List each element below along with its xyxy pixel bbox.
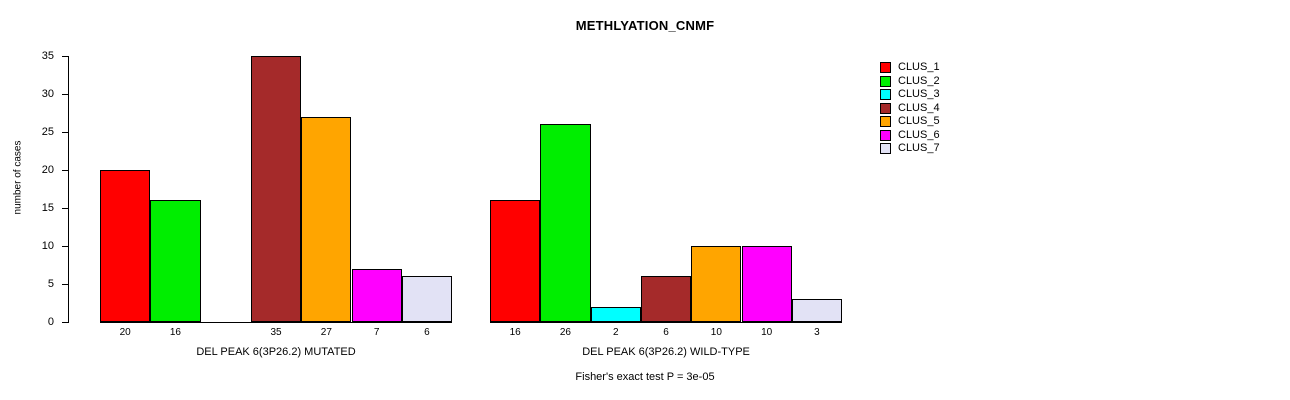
y-axis-tick xyxy=(62,170,68,171)
legend-color-swatch xyxy=(880,143,891,154)
y-axis-tick xyxy=(62,208,68,209)
legend-color-swatch xyxy=(880,62,891,73)
y-axis-tick-label: 30 xyxy=(41,88,54,100)
y-axis-tick xyxy=(62,56,68,57)
legend-item-label: CLUS_2 xyxy=(898,74,940,87)
legend-item-label: CLUS_6 xyxy=(898,128,940,141)
bar-value-label: 16 xyxy=(169,327,181,338)
y-axis-tick xyxy=(62,246,68,247)
bar-value-label: 10 xyxy=(761,327,773,338)
bar-value-label: 7 xyxy=(373,327,380,338)
bar[interactable] xyxy=(540,124,591,322)
y-axis-tick xyxy=(62,94,68,95)
bar[interactable] xyxy=(741,246,792,322)
bar-group: 20 16 35 27 7 6 DEL PEAK 6(3P26.2) MUTATED xyxy=(100,56,453,358)
legend-color-swatch xyxy=(880,102,891,114)
bar-value-label: 16 xyxy=(509,327,521,338)
legend-color-swatch xyxy=(880,116,891,127)
y-axis-title: number of cases xyxy=(12,140,24,215)
y-axis-tick xyxy=(62,132,68,133)
chart-title: METHLYATION_CNMF xyxy=(575,18,715,33)
y-axis-tick-label: 20 xyxy=(41,164,54,176)
group-baseline xyxy=(100,322,453,323)
legend-item-label: CLUS_4 xyxy=(898,101,940,114)
statistics-annotation: Fisher's exact test P = 3e-05 xyxy=(575,371,715,383)
bar[interactable] xyxy=(590,306,641,322)
legend-item-label: CLUS_1 xyxy=(898,61,940,73)
legend-color-swatch xyxy=(880,129,891,141)
bar-group-bars xyxy=(490,56,843,322)
y-axis-tick-label: 35 xyxy=(41,50,54,62)
bar-value-label: 6 xyxy=(663,327,669,338)
y-axis-tick-label: 0 xyxy=(47,316,54,328)
legend-color-swatch xyxy=(880,89,891,100)
group-axis-label: DEL PEAK 6(3P26.2) MUTATED xyxy=(196,346,356,358)
bar[interactable] xyxy=(401,276,453,322)
bar[interactable] xyxy=(301,116,352,322)
legend-item-label: CLUS_7 xyxy=(898,142,940,154)
y-axis-line xyxy=(68,56,69,323)
bar-value-label: 6 xyxy=(424,327,430,338)
y-axis-tick xyxy=(62,284,68,285)
legend-item-label: CLUS_5 xyxy=(898,115,940,127)
bar-value-label: 3 xyxy=(814,327,820,338)
bar[interactable] xyxy=(150,200,201,322)
bar-value-label: 26 xyxy=(559,327,571,338)
bar-value-label: 35 xyxy=(270,327,282,338)
bar[interactable] xyxy=(490,200,541,322)
bar[interactable] xyxy=(351,268,402,322)
y-axis-tick-label: 15 xyxy=(41,202,54,214)
bar[interactable] xyxy=(640,276,692,322)
bar-group: 16 26 2 6 10 10 3 DEL PEAK 6(3P26.2) WILD-TYPE xyxy=(490,56,843,358)
bar-value-label: 27 xyxy=(320,327,332,338)
bar-group-bars xyxy=(100,56,453,322)
group-axis-label: DEL PEAK 6(3P26.2) WILD-TYPE xyxy=(582,346,750,358)
y-axis-tick xyxy=(62,322,68,323)
bar-value-label: 10 xyxy=(710,327,722,338)
y-axis-tick-label: 5 xyxy=(47,278,54,290)
bar[interactable] xyxy=(100,170,151,322)
legend-color-swatch xyxy=(880,75,891,87)
bar-value-label: 20 xyxy=(119,327,131,338)
group-baseline xyxy=(490,322,843,323)
bar[interactable] xyxy=(691,246,742,322)
legend-item-label: CLUS_3 xyxy=(898,88,940,100)
y-axis-tick-label: 25 xyxy=(41,126,54,138)
bar[interactable] xyxy=(250,56,302,322)
bar[interactable] xyxy=(791,299,843,322)
bar-value-label: 2 xyxy=(612,327,619,338)
y-axis-tick-label: 10 xyxy=(41,240,54,252)
